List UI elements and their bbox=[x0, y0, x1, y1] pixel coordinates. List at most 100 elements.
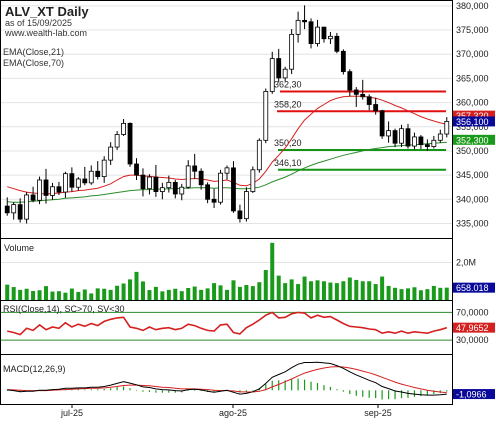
volume-bar bbox=[50, 291, 55, 300]
volume-bar bbox=[76, 291, 81, 300]
macd-histogram-bar bbox=[291, 378, 293, 391]
candle-down bbox=[43, 179, 49, 196]
candle-down bbox=[308, 21, 314, 44]
tag-last-label: 356,100 bbox=[456, 117, 489, 127]
candle-up bbox=[114, 134, 120, 148]
candle-down bbox=[424, 144, 430, 147]
rsi-line bbox=[7, 311, 448, 336]
volume-bar bbox=[63, 292, 68, 300]
candle-up bbox=[88, 170, 94, 184]
macd-panel-label: MACD(12,26,9) bbox=[3, 364, 66, 374]
macd-histogram-bar bbox=[265, 384, 267, 391]
candle-down bbox=[198, 170, 204, 186]
macd-histogram-bar bbox=[103, 388, 105, 391]
volume-bar bbox=[218, 285, 223, 300]
candle-up bbox=[37, 179, 42, 201]
price-tick-label: 375,000 bbox=[456, 25, 489, 35]
resistance-level-label: 358,20 bbox=[274, 99, 302, 109]
candle-down bbox=[231, 167, 236, 212]
volume-bar bbox=[82, 289, 87, 300]
macd-histogram-bar bbox=[252, 389, 254, 391]
volume-bar bbox=[244, 285, 249, 300]
x-tick-label: sep-25 bbox=[364, 408, 392, 418]
macd-histogram-bar bbox=[381, 390, 383, 400]
legend-ema-slow: EMA(Close,70) bbox=[3, 58, 64, 68]
volume-bar bbox=[205, 288, 210, 300]
macd-histogram-bar bbox=[278, 380, 280, 391]
candle-down bbox=[353, 89, 359, 95]
volume-bar bbox=[444, 287, 449, 300]
candle-up bbox=[399, 128, 404, 144]
macd-histogram-bar bbox=[368, 390, 370, 398]
volume-bar bbox=[44, 286, 49, 300]
volume-bar bbox=[231, 280, 236, 300]
candle-down bbox=[366, 96, 372, 105]
macd-histogram-bar bbox=[362, 390, 364, 397]
ema-lines bbox=[7, 95, 447, 203]
volume-bar bbox=[69, 288, 74, 300]
volume-bar bbox=[192, 286, 197, 300]
volume-bar bbox=[321, 281, 326, 300]
volume-bar bbox=[18, 289, 23, 300]
volume-bar bbox=[354, 279, 359, 300]
price-tick-label: 380,000 bbox=[456, 1, 489, 11]
volume-bar bbox=[283, 283, 288, 300]
price-tick-label: 370,000 bbox=[456, 49, 489, 59]
candle-down bbox=[134, 163, 139, 176]
tag-ema_fast bbox=[453, 110, 495, 121]
macd-histogram-bar bbox=[407, 390, 409, 398]
macd-histogram-bar bbox=[187, 390, 189, 391]
candle-up bbox=[224, 167, 230, 174]
volume-bar bbox=[134, 271, 139, 300]
ema-fast-line bbox=[7, 95, 447, 195]
candle-up bbox=[101, 159, 107, 177]
candle-up bbox=[75, 178, 81, 188]
macd-line bbox=[7, 361, 447, 396]
candle-down bbox=[237, 210, 243, 220]
macd-histogram-bar bbox=[142, 390, 144, 392]
legend-ema-fast: EMA(Close,21) bbox=[3, 47, 64, 57]
volume-bar bbox=[399, 289, 404, 300]
macd-histogram-bar bbox=[213, 390, 215, 393]
macd-histogram-bar bbox=[420, 390, 422, 397]
candle-up bbox=[328, 35, 333, 40]
candle-down bbox=[276, 58, 282, 79]
candle-up bbox=[282, 68, 288, 79]
volume-bar bbox=[425, 289, 430, 300]
candle-up bbox=[218, 172, 223, 203]
candle-up bbox=[185, 165, 191, 188]
candle-down bbox=[127, 122, 133, 165]
candle-up bbox=[179, 186, 185, 195]
tag-volume-label: 658.018 bbox=[456, 283, 489, 293]
volume-bar bbox=[95, 288, 100, 300]
macd-histogram-bar bbox=[155, 390, 157, 393]
volume-panel-label: Volume bbox=[4, 243, 34, 253]
candle-up bbox=[386, 130, 391, 137]
volume-bar bbox=[263, 270, 268, 300]
volume-bar bbox=[37, 290, 42, 300]
rsi-tick-label: 30,0000 bbox=[456, 335, 489, 345]
volume-bar bbox=[186, 288, 191, 300]
volume-bar bbox=[140, 281, 145, 300]
macd-histogram-bar bbox=[413, 390, 416, 397]
candle-down bbox=[69, 173, 75, 188]
macd-histogram-bar bbox=[342, 390, 344, 392]
volume-bar bbox=[380, 276, 385, 300]
volume-bar bbox=[128, 279, 133, 300]
tag-ema_slow bbox=[453, 134, 495, 145]
volume-bar bbox=[56, 291, 61, 300]
candle-down bbox=[192, 165, 198, 172]
volume-tick-label: 2,0M bbox=[456, 258, 476, 268]
candle-down bbox=[418, 136, 424, 146]
volume-bar bbox=[11, 287, 16, 300]
macd-histogram-bar bbox=[129, 388, 131, 391]
ema-slow-line bbox=[7, 141, 447, 203]
macd-histogram-bar bbox=[336, 389, 338, 391]
tag-rsi bbox=[453, 322, 495, 333]
volume-bar bbox=[115, 285, 120, 300]
candle-up bbox=[437, 133, 443, 141]
x-tick-label: ago-25 bbox=[219, 408, 247, 418]
price-tick-label: 350,000 bbox=[456, 146, 489, 156]
